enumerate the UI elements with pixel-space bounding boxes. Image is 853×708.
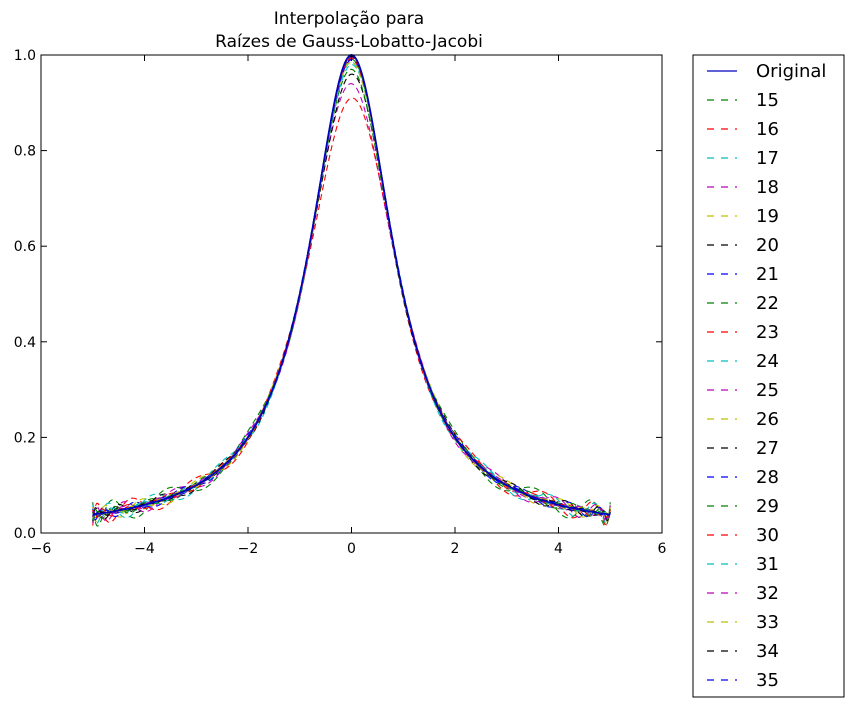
y-tick-label: 0.4 [14,335,36,351]
x-tick-label: 4 [554,541,563,557]
legend-label-24: 24 [756,351,779,372]
legend-label-28: 28 [756,467,779,488]
series-line-16 [92,97,611,526]
x-tick-label: 0 [347,541,356,557]
series-line-31 [92,54,611,518]
series-line-15 [92,58,611,527]
series-lines [92,54,611,527]
series-line-23 [92,54,611,520]
series-line-18 [92,83,611,524]
series-line-20 [92,73,611,522]
y-tick-label: 0.2 [14,430,36,446]
series-line-27 [92,54,611,518]
legend-label-25: 25 [756,380,779,401]
legend-label-20: 20 [756,235,779,256]
chart-title: Interpolação para Raízes de Gauss-Lobatt… [215,9,483,52]
legend-label-17: 17 [756,148,779,169]
legend-label-23: 23 [756,322,779,343]
series-line-26 [92,61,611,519]
chart-title-line-2: Raízes de Gauss-Lobatto-Jacobi [215,32,483,52]
y-tick-label: 0.6 [14,239,36,255]
legend-label-32: 32 [756,583,779,604]
legend-label-16: 16 [756,119,779,140]
series-line-original [92,54,611,516]
series-line-29 [92,55,611,518]
legend-label-19: 19 [756,206,779,227]
series-line-21 [92,58,611,522]
legend-label-29: 29 [756,496,779,517]
series-line-17 [92,61,611,525]
x-tick-label: −6 [31,541,52,557]
x-tick-label: 2 [451,541,460,557]
legend: Original 15 16 17 18 19 20 21 22 23 24 25 26 27 28 29 30… [692,54,845,698]
legend-label-34: 34 [756,641,779,662]
plot-frame [40,54,663,534]
legend-label-21: 21 [756,264,779,285]
y-tick-label: 0.8 [14,144,36,160]
legend-label-18: 18 [756,177,779,198]
legend-label-27: 27 [756,438,779,459]
legend-label-15: 15 [756,90,779,111]
legend-label-31: 31 [756,554,779,575]
series-line-24 [92,63,611,519]
series-line-28 [92,59,611,518]
series-line-33 [92,54,611,517]
series-line-30 [92,57,611,518]
x-tick-label: 6 [658,541,667,557]
series-line-34 [92,55,611,517]
y-tick-label: 0.0 [14,526,36,542]
legend-label-26: 26 [756,409,779,430]
series-line-35 [92,54,611,517]
x-tick-label: −2 [238,541,259,557]
legend-label-original: Original [756,61,826,82]
series-line-19 [92,57,611,523]
legend-box [692,54,845,698]
legend-label-33: 33 [756,612,779,633]
legend-label-30: 30 [756,525,779,546]
x-tick-label: −4 [134,541,155,557]
legend-label-35: 35 [756,670,779,691]
series-line-22 [92,68,611,521]
chart-title-line-1: Interpolação para [274,9,424,29]
axis-ticks: −6 −4 −2 0 2 4 6 0.0 0.2 0.4 0.6 0.8 1.0 [14,48,667,557]
series-line-25 [92,56,611,519]
legend-label-22: 22 [756,293,779,314]
series-line-32 [92,56,611,517]
y-tick-label: 1.0 [14,48,36,64]
